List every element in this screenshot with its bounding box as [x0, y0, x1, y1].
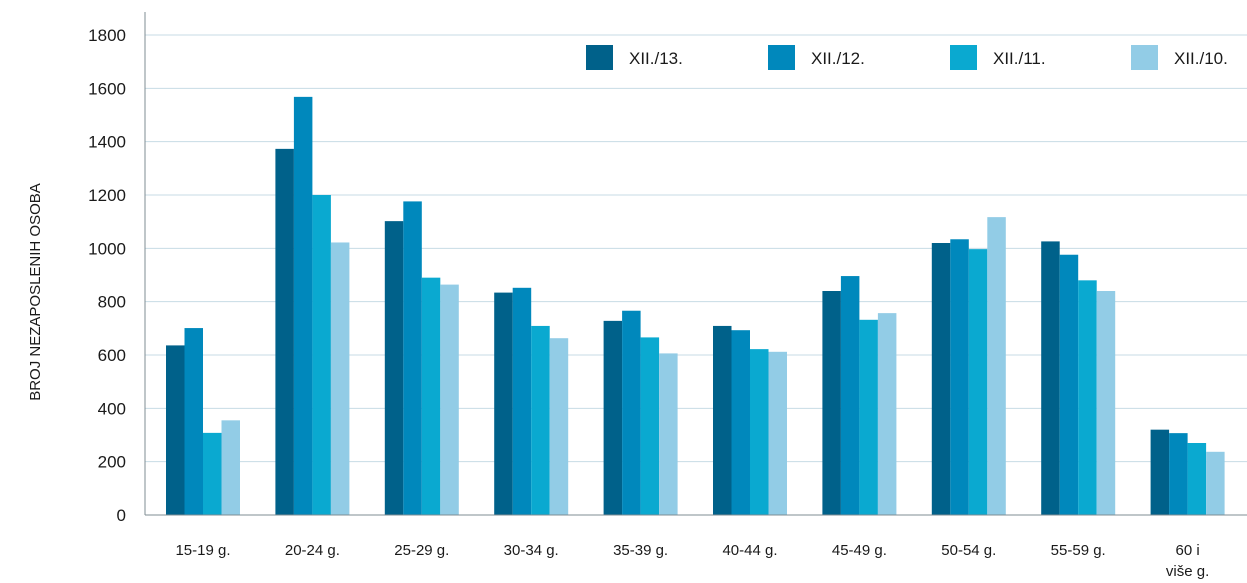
x-tick-label: 40-44 g. — [722, 542, 777, 559]
y-tick-label: 400 — [98, 399, 126, 418]
x-tick-label: 25-29 g. — [394, 542, 449, 559]
bar — [1187, 443, 1207, 515]
bar — [384, 221, 404, 515]
x-tick-labels: 15-19 g. 20-24 g. 25-29 g. 30-34 g. 35-39 g.… — [175, 542, 1209, 580]
bar — [659, 353, 678, 515]
bar — [1150, 429, 1170, 515]
y-tick-label: 0 — [117, 506, 126, 525]
bar — [440, 284, 459, 515]
bar — [203, 432, 222, 515]
bar — [1096, 291, 1116, 515]
bar — [931, 243, 951, 515]
bar — [768, 351, 787, 515]
bar — [512, 287, 532, 515]
bar — [330, 242, 350, 515]
legend-label: XII./11. — [993, 49, 1046, 68]
bar — [877, 313, 897, 515]
bars — [166, 96, 1225, 515]
legend-swatch — [950, 45, 977, 70]
bar — [403, 201, 422, 515]
y-tick-label: 1200 — [88, 186, 126, 205]
bar — [840, 276, 860, 515]
bar — [968, 249, 988, 515]
bar — [1078, 280, 1097, 515]
x-tick-label: 20-24 g. — [285, 542, 340, 559]
legend-label: XII./10. — [1174, 49, 1228, 68]
bar — [1059, 254, 1079, 515]
legend-swatch — [1131, 45, 1158, 70]
bar — [1169, 433, 1188, 515]
legend-label: XII./13. — [629, 49, 683, 68]
bar — [640, 337, 660, 515]
bar — [822, 291, 841, 515]
x-tick-label: 15-19 g. — [175, 542, 230, 559]
legend-label: XII./12. — [811, 49, 865, 68]
bar — [531, 325, 550, 515]
bar — [221, 420, 240, 515]
bar — [1041, 241, 1060, 515]
bar — [731, 330, 750, 515]
x-tick-label: 50-54 g. — [941, 542, 996, 559]
y-tick-label: 200 — [98, 453, 126, 472]
y-tick-labels: 0 200 400 600 800 1000 1200 1400 1600 1800 — [88, 26, 126, 525]
x-tick-label: 45-49 g. — [832, 542, 887, 559]
y-tick-label: 800 — [98, 293, 126, 312]
x-tick-label: 35-39 g. — [613, 542, 668, 559]
bar — [713, 325, 732, 515]
y-tick-label: 1800 — [88, 26, 126, 45]
bar — [987, 217, 1006, 515]
y-axis-label: BROJ NEZAPOSLENIH OSOBA — [27, 183, 44, 401]
x-tick-label: 60 i više g. — [1166, 542, 1209, 580]
bar — [549, 338, 569, 515]
bar — [859, 319, 878, 515]
bar — [750, 349, 769, 515]
bar — [494, 292, 513, 515]
bar — [275, 148, 294, 515]
legend: XII./13. XII./12. XII./11. XII./10. — [586, 45, 1228, 70]
y-tick-label: 1000 — [88, 239, 126, 258]
bar — [603, 320, 623, 515]
bar — [1206, 451, 1225, 515]
y-tick-label: 600 — [98, 346, 126, 365]
bar — [184, 328, 203, 515]
bar — [166, 345, 185, 515]
bar — [622, 310, 641, 515]
bar — [421, 277, 441, 515]
bar — [293, 96, 313, 515]
bar — [312, 195, 331, 515]
y-tick-label: 1600 — [88, 79, 126, 98]
x-tick-label: 55-59 g. — [1051, 542, 1106, 559]
x-tick-label: 30-34 g. — [504, 542, 559, 559]
y-tick-label: 1400 — [88, 133, 126, 152]
bar — [950, 239, 969, 515]
legend-swatch — [768, 45, 795, 70]
legend-swatch — [586, 45, 613, 70]
